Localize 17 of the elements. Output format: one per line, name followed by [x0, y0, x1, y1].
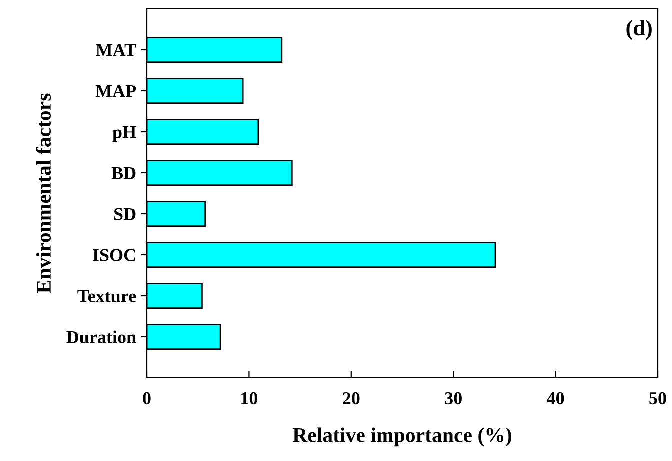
x-axis-title: Relative importance (%) [292, 428, 512, 447]
y-tick-label: pH [112, 126, 136, 142]
y-tick-label: BD [112, 167, 136, 180]
y-tick-label: MAP [96, 85, 136, 98]
y-tick-label: MAT [96, 44, 136, 56]
y-tick-label: Duration [66, 330, 136, 344]
y-tick-label: ISOC [93, 249, 136, 262]
x-tick-label: 40 [547, 392, 564, 405]
y-tick-label: Texture [78, 290, 136, 302]
x-tick-label: 50 [650, 392, 666, 405]
y-tick-label: SD [114, 208, 136, 220]
x-tick-label: 10 [242, 392, 258, 405]
annotation: (d) [626, 20, 652, 40]
x-tick-label: 0 [143, 392, 151, 405]
x-tick-label: 20 [343, 392, 360, 405]
x-tick-label: 30 [445, 392, 462, 405]
y-axis-title: Environmental factors [36, 94, 52, 294]
